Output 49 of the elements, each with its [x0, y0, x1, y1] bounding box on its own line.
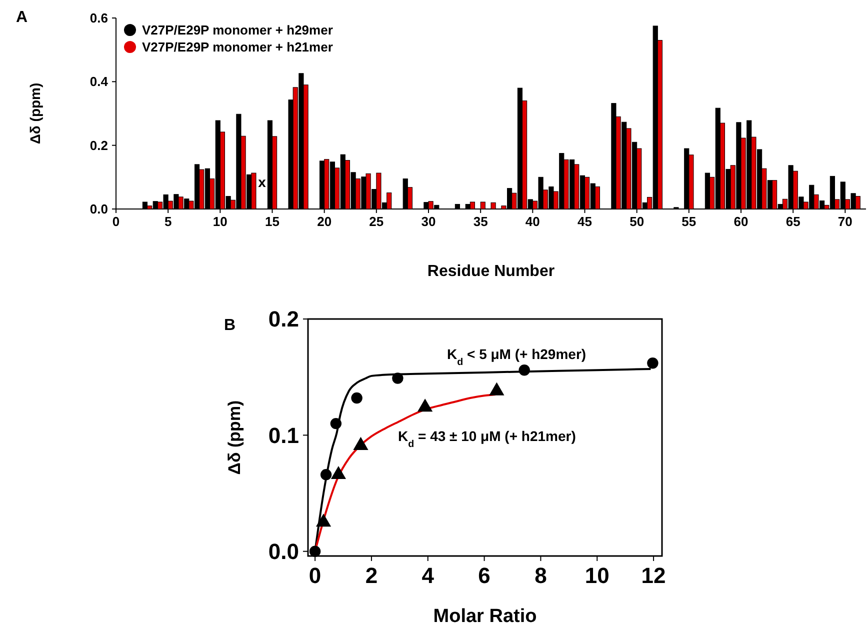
annotation: K$_{d}$ = 43 ± 10 μM (+ h21mer): [398, 428, 576, 450]
x-tick-label: 30: [421, 214, 436, 229]
chart-title: B: [224, 317, 236, 334]
point: [330, 466, 346, 480]
x-axis-title: Residue Number: [427, 263, 555, 280]
point: [320, 469, 332, 480]
y-tick-label: 0.1: [268, 422, 299, 448]
x-tick-label: 10: [212, 214, 228, 229]
x-tick-label: 6: [478, 563, 490, 588]
x-tick-label: 20: [317, 214, 332, 229]
x-tick-label: 35: [473, 214, 488, 229]
x-tick-label: 40: [525, 214, 540, 229]
point: [392, 372, 404, 384]
chart-title: A: [16, 9, 28, 26]
x-tick-label: 0: [308, 563, 322, 588]
y-tick-label: 0.2: [90, 138, 108, 153]
point: [518, 364, 530, 376]
x-axis-title: Molar Ratio: [433, 606, 537, 627]
legend-label: V27P/E29P monomer + h29mer: [142, 22, 333, 38]
point: [351, 392, 362, 404]
point: [330, 418, 342, 430]
x-tick-label: 5: [164, 214, 172, 229]
annotation: K$_{d}$ < 5 μM (+ h29mer): [447, 346, 586, 368]
annotation: x: [258, 174, 266, 190]
y-tick-label: 0.6: [90, 10, 108, 26]
legend-label: V27P/E29P monomer + h21mer: [142, 40, 333, 55]
point: [353, 436, 368, 450]
x-tick-label: 25: [369, 214, 384, 229]
point: [647, 358, 658, 369]
x-tick-label: 4: [422, 563, 435, 588]
point: [316, 514, 332, 527]
x-tick-label: 15: [265, 214, 280, 229]
x-tick-label: 65: [786, 214, 800, 229]
y-axis-title: Δδ (ppm): [225, 400, 244, 475]
x-tick-label: 50: [630, 214, 644, 229]
x-tick-label: 60: [734, 214, 748, 229]
x-tick-label: 55: [682, 214, 696, 229]
x-tick-label: 70: [838, 214, 852, 229]
x-tick-label: 10: [584, 563, 610, 588]
y-tick-label: 0.2: [268, 306, 299, 332]
y-axis-title: Δδ (ppm): [27, 82, 43, 144]
y-tick-label: 0.0: [268, 539, 299, 564]
y-tick-label: 0.4: [90, 74, 109, 90]
y-tick-label: 0.0: [90, 202, 108, 217]
x-tick-label: 8: [534, 563, 547, 588]
x-tick-label: 2: [365, 563, 378, 588]
x-tick-label: 45: [578, 214, 592, 229]
x-tick-label: 0: [112, 214, 120, 229]
x-tick-label: 12: [641, 563, 666, 588]
